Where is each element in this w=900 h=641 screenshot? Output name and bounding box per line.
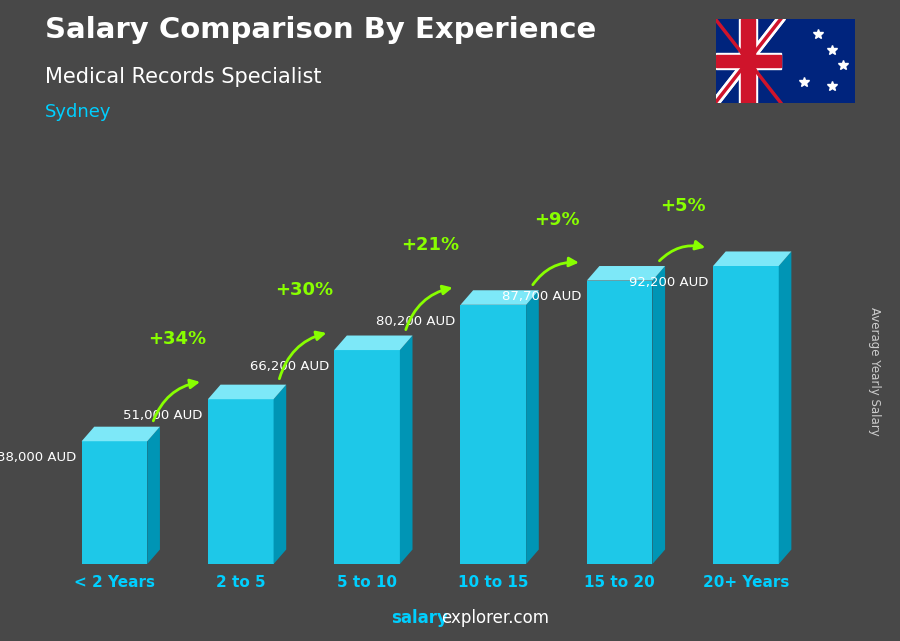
Text: 92,200 AUD: 92,200 AUD [628, 276, 708, 288]
Text: +9%: +9% [534, 212, 580, 229]
Polygon shape [334, 350, 400, 564]
Text: 87,700 AUD: 87,700 AUD [502, 290, 581, 303]
Bar [716, 53, 780, 69]
Polygon shape [587, 266, 665, 281]
Text: +5%: +5% [660, 197, 706, 215]
Text: Medical Records Specialist: Medical Records Specialist [45, 67, 321, 87]
Text: Average Yearly Salary: Average Yearly Salary [868, 308, 881, 436]
Polygon shape [713, 251, 791, 266]
Text: 51,000 AUD: 51,000 AUD [123, 409, 202, 422]
Polygon shape [208, 385, 286, 399]
Text: 66,200 AUD: 66,200 AUD [250, 360, 329, 373]
Polygon shape [82, 441, 148, 564]
Polygon shape [716, 19, 785, 103]
Polygon shape [461, 305, 526, 564]
Polygon shape [711, 19, 780, 103]
Polygon shape [526, 290, 539, 564]
Text: Sydney: Sydney [45, 103, 112, 121]
Text: Salary Comparison By Experience: Salary Comparison By Experience [45, 16, 596, 44]
Polygon shape [82, 427, 160, 441]
Polygon shape [148, 427, 160, 564]
Bar [716, 54, 780, 67]
Text: +30%: +30% [274, 281, 333, 299]
Polygon shape [587, 281, 652, 564]
Text: 80,200 AUD: 80,200 AUD [376, 315, 455, 328]
Bar [741, 19, 755, 103]
Polygon shape [400, 335, 412, 564]
Text: salary: salary [392, 609, 448, 627]
Polygon shape [711, 19, 780, 103]
Polygon shape [208, 399, 274, 564]
Text: explorer.com: explorer.com [441, 609, 549, 627]
Polygon shape [461, 290, 539, 305]
Polygon shape [274, 385, 286, 564]
Text: 38,000 AUD: 38,000 AUD [0, 451, 76, 464]
Polygon shape [652, 266, 665, 564]
Polygon shape [716, 19, 785, 103]
Bar [739, 19, 758, 103]
Bar [780, 19, 855, 103]
Polygon shape [334, 335, 412, 350]
Polygon shape [713, 266, 778, 564]
Text: +34%: +34% [148, 330, 207, 348]
Text: +21%: +21% [401, 235, 459, 254]
Polygon shape [778, 251, 791, 564]
